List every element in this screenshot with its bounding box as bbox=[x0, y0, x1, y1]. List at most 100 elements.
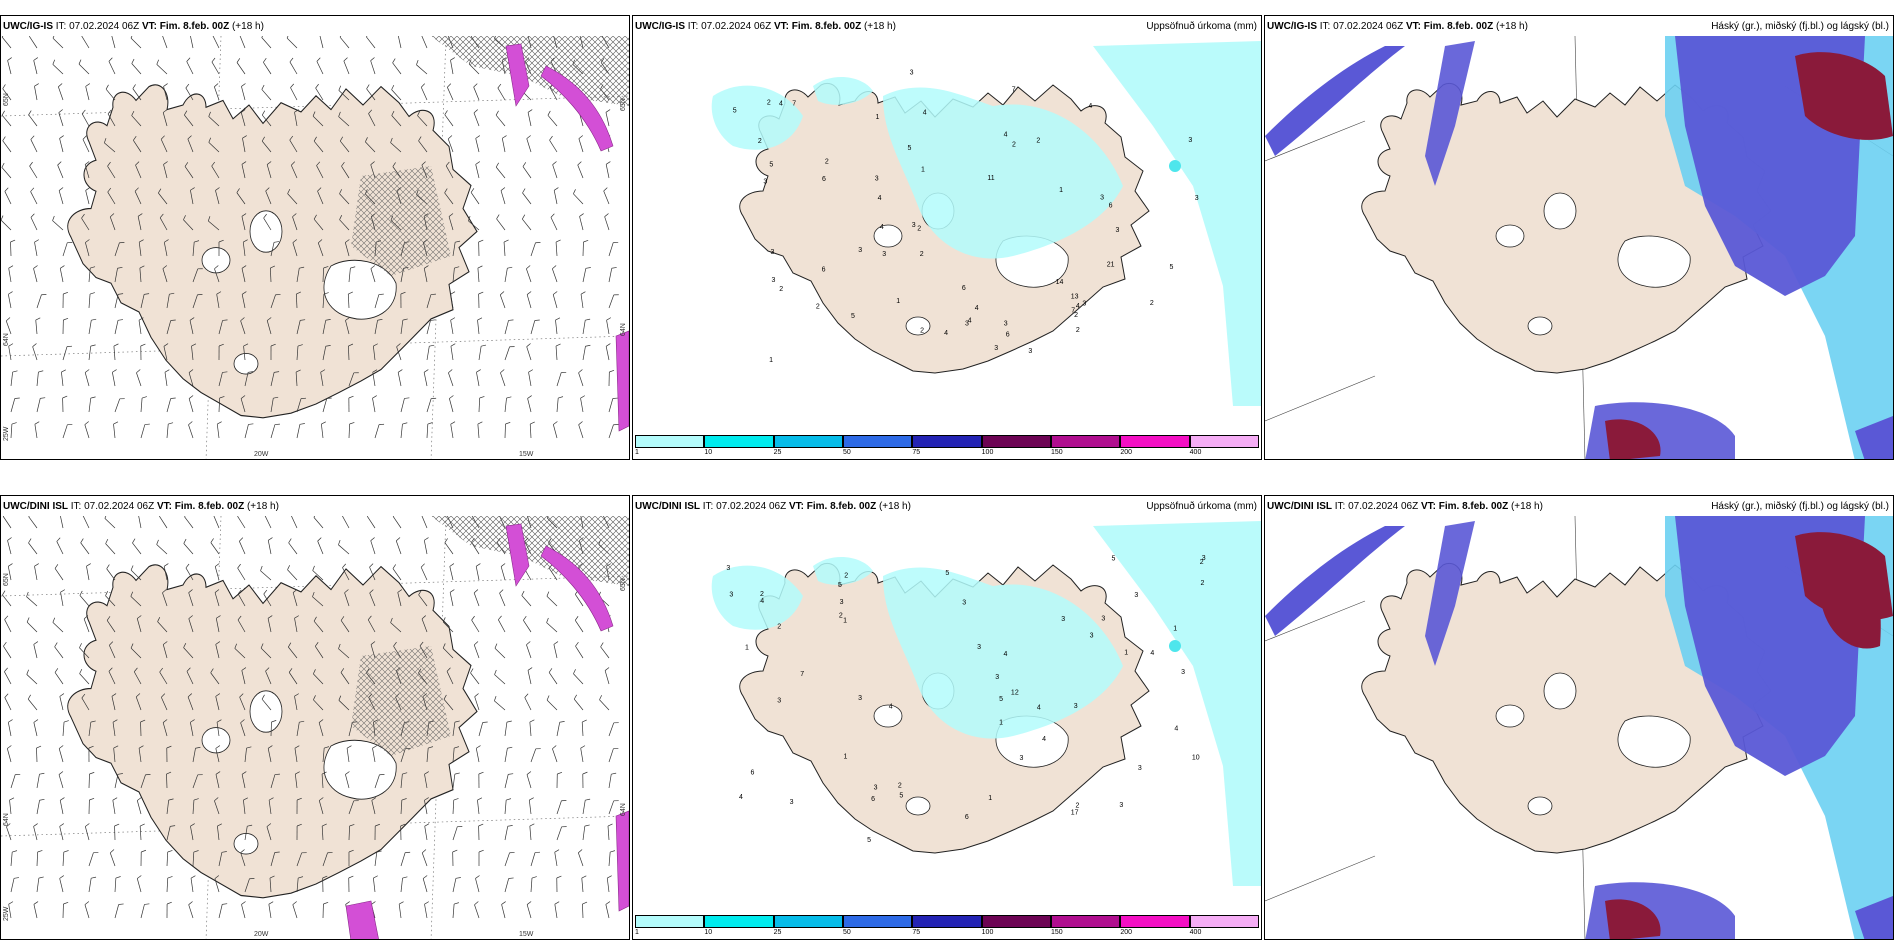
wind-barb bbox=[370, 60, 376, 75]
precip-value-label: 3 bbox=[874, 784, 878, 791]
wind-barb-flag bbox=[299, 266, 305, 269]
wind-barb bbox=[504, 268, 508, 283]
wind-barb bbox=[348, 372, 355, 387]
wind-barb-flag bbox=[552, 161, 557, 165]
wind-barb-flag bbox=[2, 590, 6, 596]
wind-barb-flag bbox=[556, 875, 562, 879]
wind-barb-flag bbox=[8, 265, 14, 269]
wind-barb-flag bbox=[130, 643, 134, 649]
wind-barb-flag bbox=[214, 589, 220, 593]
wind-barb-flag bbox=[599, 695, 602, 700]
wind-barb-flag bbox=[554, 187, 559, 191]
wind-barb-flag bbox=[140, 343, 146, 347]
wind-barb-flag bbox=[368, 109, 373, 114]
wind-barb bbox=[604, 216, 610, 231]
wind-barb-flag bbox=[248, 371, 254, 373]
wind-barb-flag bbox=[578, 421, 583, 425]
wind-barb-flag bbox=[546, 695, 550, 701]
precip-value-label: 1 bbox=[843, 618, 847, 625]
wind-barb bbox=[112, 372, 116, 387]
wind-barb bbox=[237, 619, 246, 633]
wind-barb bbox=[548, 672, 558, 685]
wind-barb-flag bbox=[478, 823, 484, 827]
wind-barb bbox=[496, 218, 506, 231]
wind-barb bbox=[374, 424, 380, 439]
wind-barb-flag bbox=[218, 343, 224, 347]
wind-barb bbox=[187, 138, 194, 153]
wind-barb-flag bbox=[424, 771, 429, 775]
precip-value-label: 2 bbox=[1076, 803, 1080, 810]
wind-barb bbox=[240, 398, 246, 413]
magenta-band bbox=[615, 330, 629, 432]
wind-barb-flag bbox=[339, 189, 343, 194]
wind-barb-flag bbox=[580, 745, 586, 749]
wind-barb-flag bbox=[321, 771, 327, 775]
wind-barb bbox=[192, 852, 195, 867]
wind-barb bbox=[421, 36, 428, 49]
wind-barb bbox=[318, 800, 324, 815]
wind-barb-flag bbox=[266, 161, 272, 165]
wind-barb-flag bbox=[324, 746, 330, 749]
wind-barb-flag bbox=[315, 83, 319, 89]
wind-barb bbox=[582, 903, 584, 919]
wind-barb bbox=[266, 826, 272, 841]
wind-barb-flag bbox=[240, 317, 245, 321]
wind-barb-flag bbox=[210, 538, 214, 543]
grid-line bbox=[1, 575, 629, 597]
wind-barb-flag bbox=[552, 265, 557, 270]
wind-barb-flag bbox=[377, 318, 383, 321]
wind-barb bbox=[346, 748, 350, 763]
wind-barb-flag bbox=[494, 696, 497, 701]
wind-barb bbox=[266, 164, 272, 179]
wind-barb bbox=[30, 139, 38, 153]
wind-barb-flag bbox=[236, 58, 241, 63]
wind-barb-flag bbox=[573, 694, 577, 700]
wind-barb bbox=[114, 904, 119, 919]
precip-value-label: 1 bbox=[769, 357, 773, 364]
wind-barb-flag bbox=[527, 109, 533, 113]
wind-barb-flag bbox=[273, 396, 279, 399]
wind-barb bbox=[54, 568, 64, 581]
precip-value-label: 14 bbox=[1056, 279, 1064, 286]
panel-r2-cloud: UWC/DINI ISL IT: 07.02.2024 06Z VT: Fim.… bbox=[1264, 495, 1894, 940]
precip-value-label: 2 bbox=[1036, 138, 1040, 145]
wind-barb bbox=[166, 852, 169, 867]
precip-value-label: 3 bbox=[994, 345, 998, 352]
wind-barb-flag bbox=[454, 902, 459, 905]
wind-barb-flag bbox=[477, 797, 483, 801]
wind-barb bbox=[82, 139, 90, 153]
wind-barb bbox=[530, 878, 533, 893]
glacier-hofsjokull bbox=[201, 727, 231, 754]
wind-barb bbox=[396, 346, 402, 361]
wind-barb-flag bbox=[547, 110, 551, 116]
wind-barb-flag bbox=[237, 589, 242, 595]
wind-barb-flag bbox=[287, 565, 291, 570]
wind-barb bbox=[215, 748, 220, 763]
precip-value-label: 1 bbox=[745, 644, 749, 651]
wind-barb bbox=[59, 138, 64, 153]
panel-variable-title: Uppsöfnuð úrkoma (mm) bbox=[1146, 21, 1257, 32]
precip-value-label: 3 bbox=[882, 251, 886, 258]
wind-barb bbox=[105, 88, 116, 101]
wind-barb bbox=[316, 165, 324, 179]
precip-value-label: 3 bbox=[875, 175, 879, 182]
colorbar-tick-label: 400 bbox=[1189, 449, 1202, 456]
colorbar-tick-label: 10 bbox=[704, 929, 713, 936]
wind-barb-flag bbox=[158, 188, 162, 194]
wind-barb-flag bbox=[4, 187, 9, 192]
wind-barb-flag bbox=[317, 537, 322, 542]
precip-value-label: 6 bbox=[871, 796, 875, 803]
wind-barb bbox=[88, 320, 92, 335]
wind-barb-flag bbox=[424, 797, 429, 801]
precip-value-label: 17 bbox=[1071, 809, 1079, 816]
precip-value-label: 2 bbox=[920, 251, 924, 258]
wind-barb bbox=[450, 320, 454, 335]
wind-barb bbox=[546, 596, 558, 607]
wind-barb-flag bbox=[611, 267, 617, 269]
wind-barb bbox=[608, 398, 614, 413]
wind-barb bbox=[33, 644, 38, 659]
wind-barb-flag bbox=[85, 823, 90, 827]
wind-barb bbox=[498, 619, 506, 633]
wind-barb-flag bbox=[113, 343, 119, 347]
wind-barb-flag bbox=[295, 369, 301, 373]
